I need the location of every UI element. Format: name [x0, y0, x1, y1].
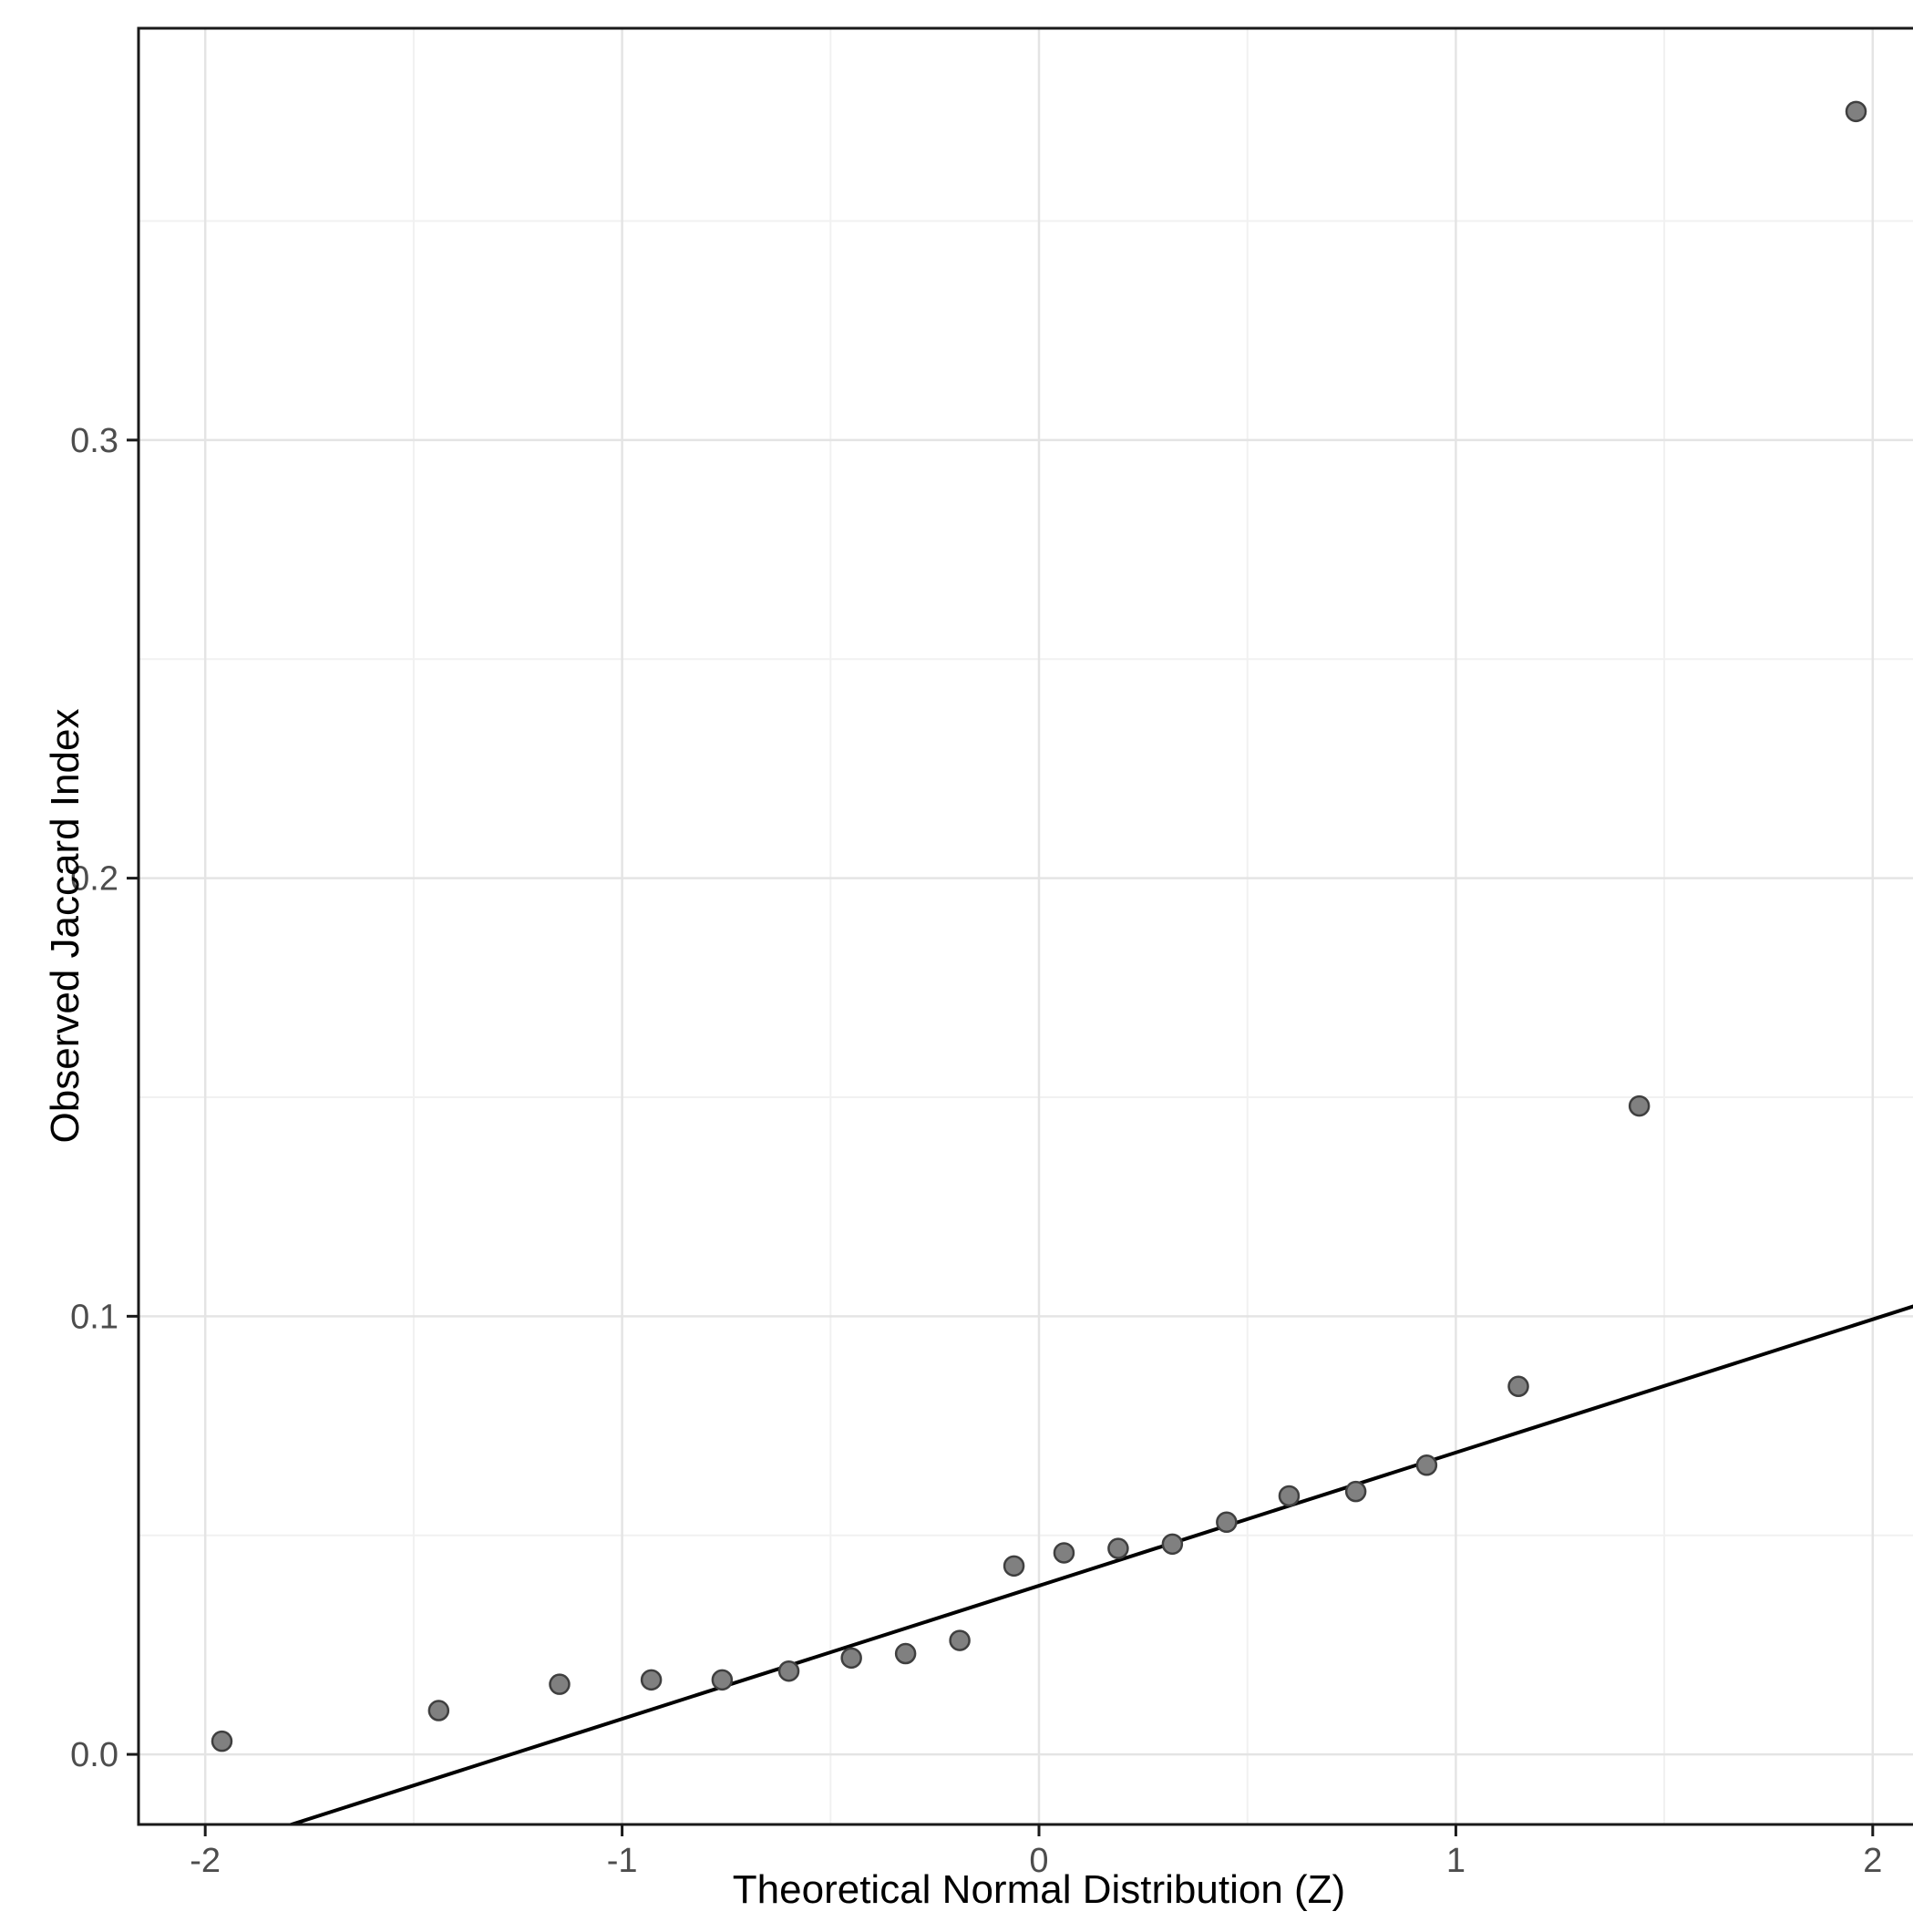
y-axis-title: Observed Jaccard Index: [43, 709, 87, 1144]
data-point: [1845, 100, 1867, 123]
x-axis-ticks: [203, 1824, 1875, 1836]
x-axis-title: Theoretical Normal Distribution (Z): [733, 1867, 1345, 1912]
reference-line-group: [285, 1304, 1913, 1824]
y-tick-label: 0.1: [70, 1298, 118, 1336]
data-point: [711, 1669, 734, 1691]
reference-line: [285, 1304, 1913, 1824]
qq-plot-figure: -2 -1 0 1 2 0.0 0.1 0.2 0.3 Theoretical Normal …: [36, 15, 1913, 1927]
x-tick-label: 1: [1446, 1842, 1466, 1880]
y-tick-label: 0.0: [70, 1736, 118, 1774]
x-tick-label: 0: [1029, 1842, 1048, 1880]
qq-plot-svg: -2 -1 0 1 2 0.0 0.1 0.2 0.3 Theoretical Normal …: [36, 15, 1913, 1927]
data-point: [1107, 1537, 1129, 1559]
data-point: [549, 1673, 571, 1695]
data-point: [1003, 1555, 1025, 1577]
data-point: [840, 1647, 862, 1670]
major-gridlines: [139, 28, 1913, 1824]
data-point: [1507, 1375, 1529, 1398]
data-point: [1278, 1485, 1301, 1507]
data-point: [1628, 1094, 1651, 1117]
data-point: [777, 1660, 800, 1682]
data-point: [211, 1730, 233, 1752]
data-point: [1161, 1533, 1184, 1556]
x-tick-label: 2: [1863, 1842, 1882, 1880]
data-points-group: [211, 100, 1867, 1752]
x-tick-label: -2: [190, 1842, 221, 1880]
data-point: [640, 1669, 663, 1691]
y-tick-label: 0.2: [70, 860, 118, 899]
data-point: [1216, 1511, 1238, 1534]
y-axis-ticks: [127, 438, 139, 1756]
x-axis-tick-labels: -2 -1 0 1 2: [190, 1842, 1882, 1880]
data-point: [949, 1629, 971, 1651]
data-point: [427, 1700, 450, 1721]
data-point: [1053, 1542, 1075, 1564]
y-tick-label: 0.3: [70, 422, 118, 460]
data-point: [1415, 1454, 1438, 1476]
x-tick-label: -1: [607, 1842, 638, 1880]
data-point: [894, 1642, 917, 1665]
data-point: [1344, 1480, 1367, 1503]
panel-background: [139, 28, 1913, 1824]
y-axis-tick-labels: 0.0 0.1 0.2 0.3: [70, 422, 118, 1774]
